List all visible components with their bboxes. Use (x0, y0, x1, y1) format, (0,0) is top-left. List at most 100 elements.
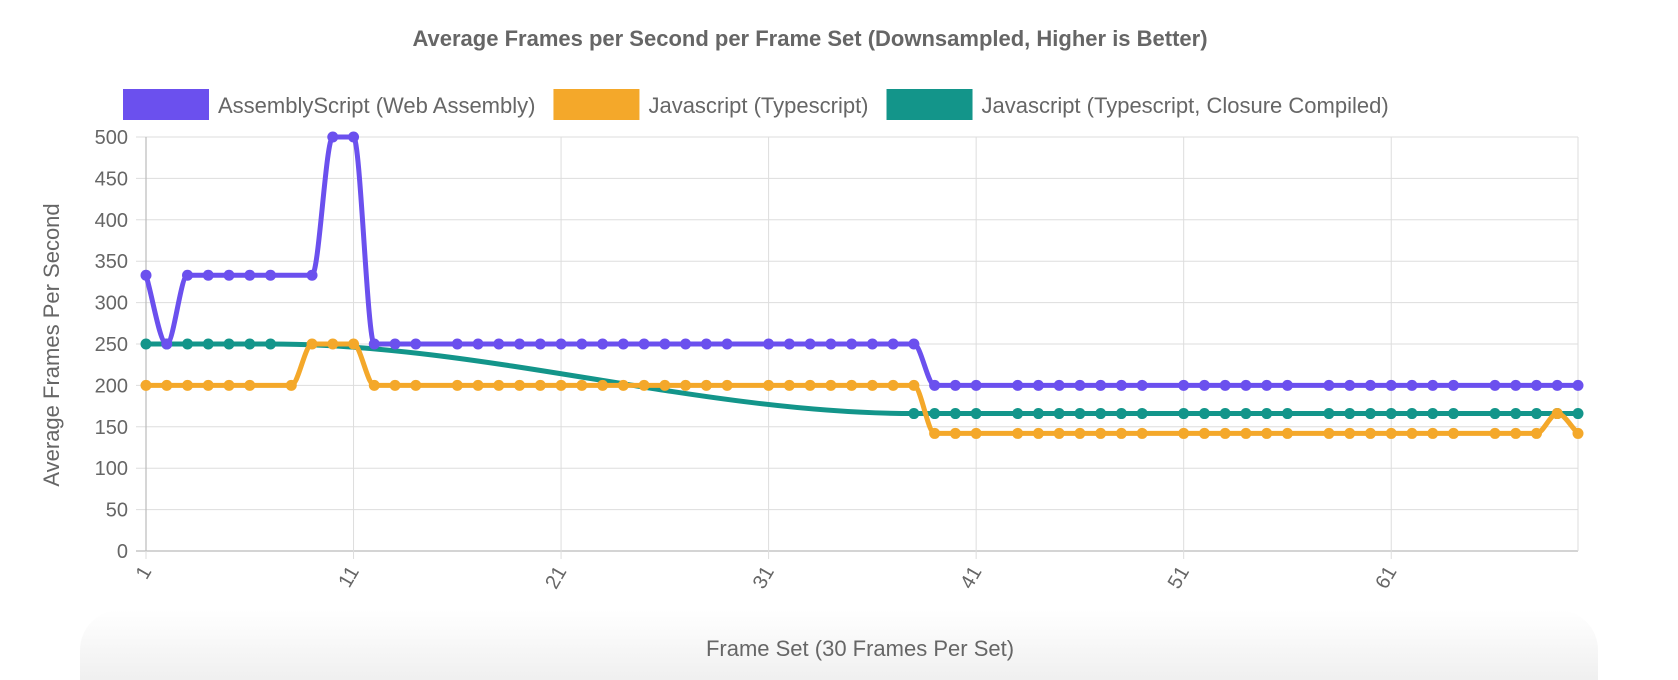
y-tick-label: 350 (95, 251, 128, 273)
series-2-point (949, 427, 961, 439)
series-1-point (1551, 379, 1563, 391)
series-3-point (223, 338, 235, 350)
legend-label-2: Javascript (Typescript) (648, 93, 868, 118)
x-tick-label: 1 (132, 563, 157, 584)
series-2-point (970, 427, 982, 439)
series-1-point (451, 338, 463, 350)
series-2-point (1074, 427, 1086, 439)
series-1-point (1427, 379, 1439, 391)
y-tick-label: 100 (95, 458, 128, 480)
series-2-point (348, 338, 360, 350)
series-1-point (493, 338, 505, 350)
series-1-point (617, 338, 629, 350)
series-2-point (1032, 427, 1044, 439)
series-3-point (1053, 408, 1065, 420)
series-1-point (949, 379, 961, 391)
legend-swatch-2 (553, 89, 640, 120)
series-2-point (1447, 427, 1459, 439)
series-3-point (1364, 408, 1376, 420)
series-2-point (1364, 427, 1376, 439)
y-tick-label: 250 (95, 334, 128, 356)
series-3-point (1323, 408, 1335, 420)
series-2-point (1385, 427, 1397, 439)
series-3-point (1447, 408, 1459, 420)
series-3-point (1344, 408, 1356, 420)
series-2-point (1572, 427, 1584, 439)
series-2-point (161, 379, 173, 391)
series-2-point (1198, 427, 1210, 439)
series-2-point (929, 427, 941, 439)
series-3-point (202, 338, 214, 350)
series-2-point (638, 379, 650, 391)
series-1-point (1344, 379, 1356, 391)
series-1-point (1074, 379, 1086, 391)
legend-swatch-1 (123, 89, 209, 120)
grid (136, 136, 1579, 559)
series-2-point (327, 338, 339, 350)
series-2-point (680, 379, 692, 391)
series-3-point (1219, 408, 1231, 420)
series-3-point (1198, 408, 1210, 420)
series-1-point (1530, 379, 1542, 391)
series-1-point (929, 379, 941, 391)
series-1-point (389, 338, 401, 350)
y-tick-label: 400 (95, 210, 128, 232)
x-tick-label: 41 (956, 563, 986, 593)
series-1-point (804, 338, 816, 350)
y-tick-label: 150 (95, 417, 128, 439)
series-2-point (472, 379, 484, 391)
series-2-point (1427, 427, 1439, 439)
legend: AssemblyScript (Web Assembly) Javascript … (123, 89, 1389, 120)
series-2-point (306, 338, 318, 350)
series-2-point (244, 379, 256, 391)
series-3-point (244, 338, 256, 350)
series-3-point (970, 408, 982, 420)
series-3-point (1178, 408, 1190, 420)
y-tick-label: 450 (95, 168, 128, 190)
series-2-point (1489, 427, 1501, 439)
series-2-point (534, 379, 546, 391)
series-3-point (1115, 408, 1127, 420)
series-1-point (783, 338, 795, 350)
series-2-point (783, 379, 795, 391)
series-2-point (576, 379, 588, 391)
series-line-2 (143, 341, 1581, 436)
series-1-point (887, 338, 899, 350)
series-3-point (949, 408, 961, 420)
series-3-point (182, 338, 194, 350)
series-1-point (410, 338, 422, 350)
x-tick-label: 61 (1371, 563, 1401, 593)
series-2-point (1219, 427, 1231, 439)
series-1-point (638, 338, 650, 350)
series-2-point (410, 379, 422, 391)
series-2-point (804, 379, 816, 391)
series-1-point (1261, 379, 1273, 391)
series-1-point (1178, 379, 1190, 391)
series-1-point (1447, 379, 1459, 391)
series-1-point (265, 269, 277, 281)
y-axis-ticks: 0 50 100 150 200 250 300 350 400 450 500 (95, 127, 128, 563)
series-1-point (306, 269, 318, 281)
series-2-point (1115, 427, 1127, 439)
series-1-point (825, 338, 837, 350)
series-1-point (348, 131, 360, 143)
series-1-point (721, 338, 733, 350)
series-1-point (866, 338, 878, 350)
series-1-point (1012, 379, 1024, 391)
series-1-point (244, 269, 256, 281)
series-1-point (161, 338, 173, 350)
series-3-point (140, 338, 152, 350)
legend-label-3: Javascript (Typescript, Closure Compiled… (982, 93, 1389, 118)
series-3-point (1012, 408, 1024, 420)
series-1-point (182, 269, 194, 281)
series-1-point (1053, 379, 1065, 391)
series-1-point (680, 338, 692, 350)
series-1-point (1510, 379, 1522, 391)
series-3-point (908, 408, 920, 420)
series-2-point (659, 379, 671, 391)
series-2-point (223, 379, 235, 391)
series-layer (140, 131, 1584, 439)
series-3-point (1261, 408, 1273, 420)
